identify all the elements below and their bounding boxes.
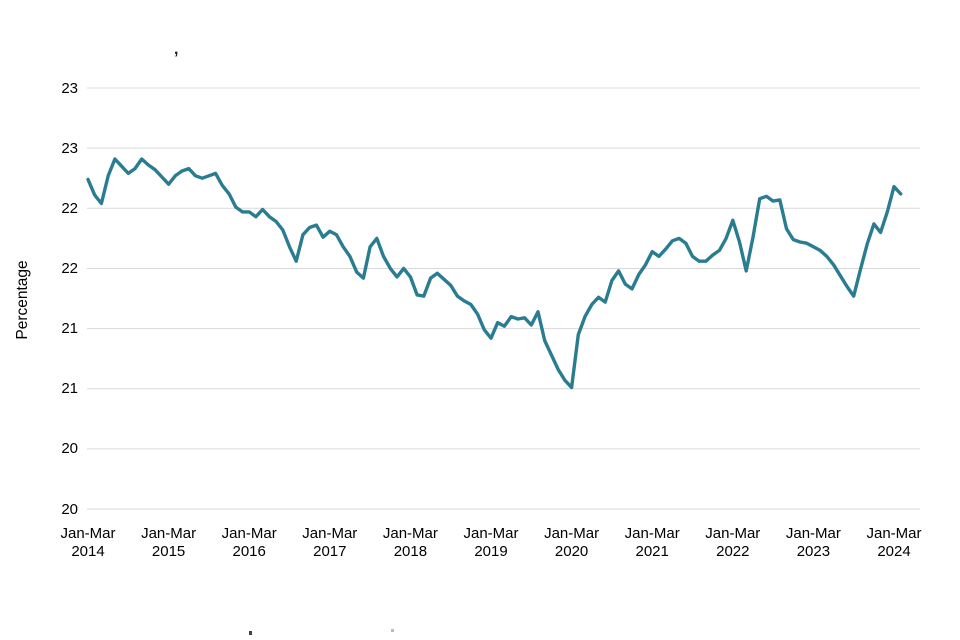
x-tick-period: Jan-Mar: [463, 525, 519, 542]
x-tick-label: Jan-Mar 2017: [275, 525, 385, 561]
y-tick-label: 22: [61, 259, 78, 277]
x-tick-label: Jan-Mar 2016: [194, 525, 304, 561]
x-tick-label: Jan-Mar 2020: [517, 525, 627, 561]
x-tick-year: 2018: [393, 543, 428, 560]
x-tick-label: Jan-Mar 2022: [678, 525, 788, 561]
y-tick-label: 21: [61, 380, 78, 398]
trend-line: [86, 157, 903, 390]
x-tick-period: Jan-Mar: [302, 525, 358, 542]
x-tick-period: Jan-Mar: [544, 525, 600, 542]
y-tick-label: 22: [61, 199, 78, 217]
y-tick-label: 21: [61, 320, 78, 338]
x-tick-label: Jan-Mar 2023: [758, 525, 868, 561]
cropped-text-remnant: [249, 631, 252, 635]
x-tick-label: Jan-Mar 2014: [33, 525, 143, 561]
y-tick-label: 20: [61, 440, 78, 458]
x-tick-year: 2021: [635, 543, 669, 560]
x-tick-period: Jan-Mar: [141, 525, 197, 542]
cropped-text-remnant: [391, 629, 394, 632]
x-tick-year: 2022: [716, 543, 750, 560]
x-tick-year: 2014: [71, 543, 105, 560]
x-tick-label: Jan-Mar 2019: [436, 525, 546, 561]
x-tick-period: Jan-Mar: [705, 525, 761, 542]
x-tick-label: Jan-Mar 2015: [114, 525, 224, 561]
x-tick-year: 2017: [313, 543, 347, 560]
x-tick-period: Jan-Mar: [785, 525, 841, 542]
x-tick-period: Jan-Mar: [624, 525, 680, 542]
x-tick-year: 2023: [796, 543, 831, 560]
x-tick-year: 2020: [554, 543, 589, 560]
gridlines: [87, 87, 920, 510]
y-tick-label: 23: [61, 139, 78, 157]
x-tick-period: Jan-Mar: [382, 525, 438, 542]
x-tick-label: Jan-Mar 2018: [355, 525, 465, 561]
x-tick-year: 2015: [151, 543, 186, 560]
x-tick-label: Jan-Mar 2021: [597, 525, 707, 561]
cropped-title-fragment: ,: [174, 41, 179, 58]
y-tick-label: 23: [61, 79, 78, 97]
x-tick-year: 2016: [232, 543, 266, 560]
x-tick-period: Jan-Mar: [221, 525, 277, 542]
x-tick-period: Jan-Mar: [866, 525, 922, 542]
y-tick-label: 20: [61, 500, 78, 518]
x-tick-year: 2024: [877, 543, 911, 560]
x-tick-year: 2019: [474, 543, 508, 560]
x-tick-period: Jan-Mar: [60, 525, 116, 542]
x-tick-label: Jan-Mar 2024: [839, 525, 949, 561]
